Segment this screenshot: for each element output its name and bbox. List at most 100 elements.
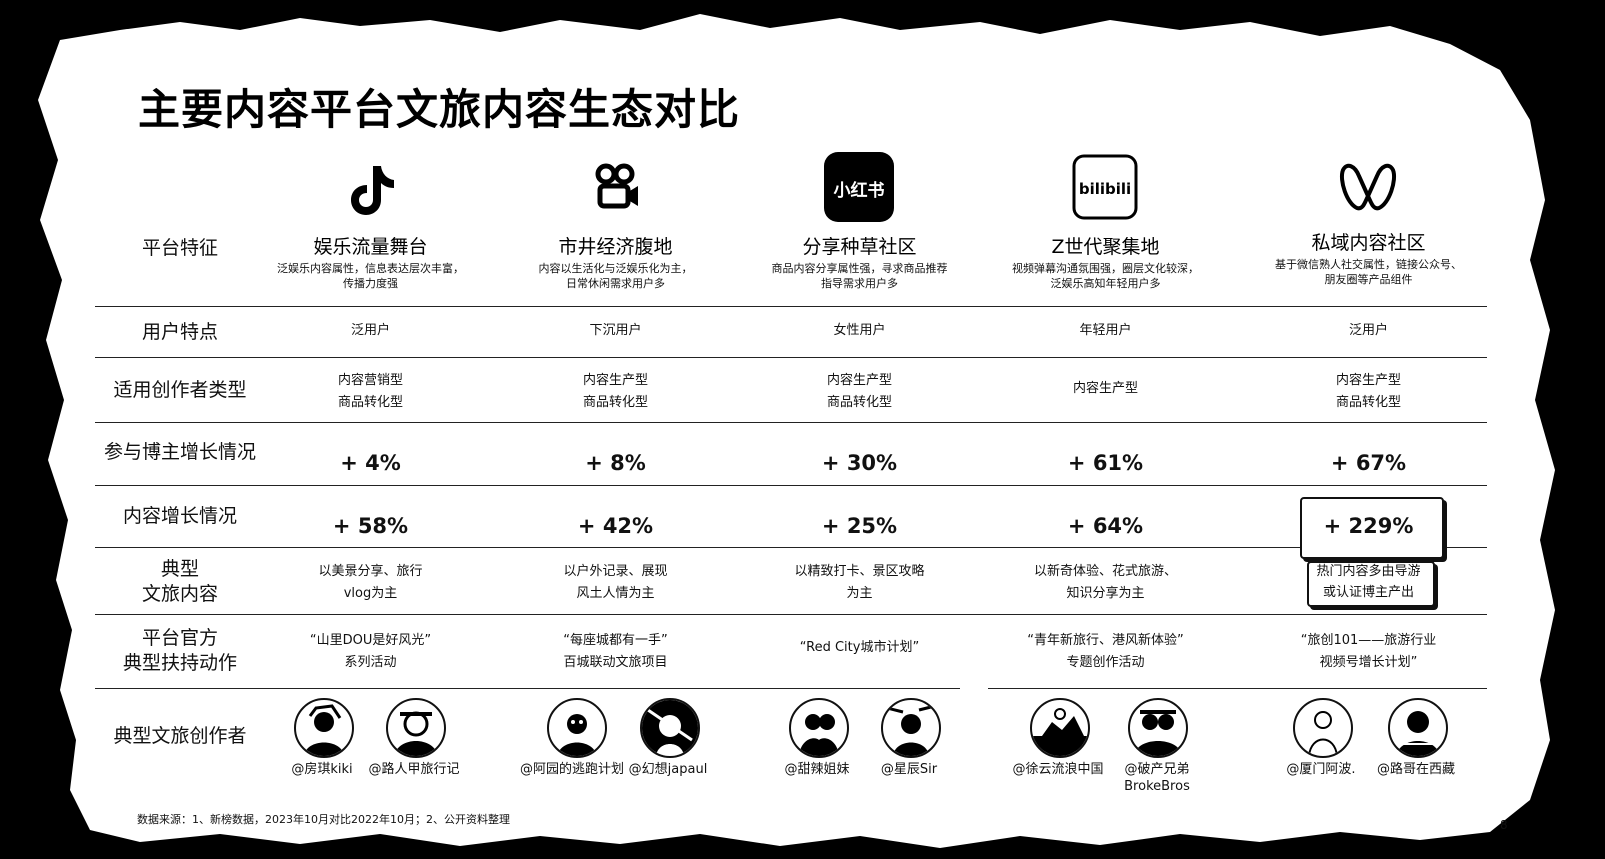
row-label-creator-type: 适用创作者类型 [113,379,247,401]
official-action-line1: “青年新旅行、港风新体验” [1027,633,1184,648]
row-label-official-line1: 平台官方 [141,627,218,649]
platform-desc: 基于微信熟人社交属性，链接公众号、 朋友圈等产品组件 [1246,257,1491,287]
page-number: 8 [1500,818,1508,832]
blogger-growth-value: + 8% [585,451,646,475]
creator-type-cell: 内容生产型 商品转化型 [493,370,738,414]
official-action-line1: “山里DOU是好风光” [309,633,432,648]
typical-content-cell: 以新奇体验、花式旅游、 知识分享为主 [983,561,1228,605]
row-divider [95,357,1487,358]
creator-type-line2: 商品转化型 [1335,395,1401,410]
official-action-cell: “每座城都有一手” 百城联动文旅项目 [493,630,738,674]
creator-name: @房琪kiki [291,762,353,777]
typical-content-line1: 以精致打卡、景区攻略 [794,564,925,579]
creator-name: @星辰Sir [880,762,938,777]
official-action-cell: “山里DOU是好风光” 系列活动 [248,630,493,674]
kuaishou-icon [580,152,650,222]
platform-desc: 泛娱乐内容属性，信息表达层次丰富， 传播力度强 [248,261,493,291]
official-action-cell: “Red City城市计划” [737,637,982,659]
platform-name: 分享种草社区 [802,236,917,258]
creator-avatar [881,698,941,758]
users-cell: 女性用户 [833,323,886,338]
creator-type-cell: 内容生产型 商品转化型 [737,370,982,414]
creator-type-line2: 商品转化型 [826,395,892,410]
official-action-cell: “青年新旅行、港风新体验” 专题创作活动 [983,630,1228,674]
official-action-line2: 视频号增长计划” [1319,655,1418,670]
official-action-line1: “每座城都有一手” [563,633,668,648]
typical-content-line1: 热门内容多由导游 [1316,564,1421,579]
users-cell: 年轻用户 [1079,323,1132,338]
platform-desc-line1: 商品内容分享属性强，寻求商品推荐 [771,262,948,275]
bilibili-icon: bilibili [1070,152,1140,222]
official-action-cell: “旅创101——旅游行业 视频号增长计划” [1246,630,1491,674]
row-label-users: 用户特点 [141,321,218,343]
creator-type-cell: 内容营销型 商品转化型 [248,370,493,414]
platform-desc-line1: 基于微信熟人社交属性，链接公众号、 [1275,258,1462,271]
platform-name: 私域内容社区 [1311,232,1426,254]
creator-name: @幻想japaul [628,762,708,777]
platform-desc: 内容以生活化与泛娱乐化为主， 日常休闲需求用户多 [493,261,738,291]
platform-desc-line1: 内容以生活化与泛娱乐化为主， [538,262,693,275]
platform-desc-line1: 视频弹幕沟通氛围强，圈层文化较深， [1012,262,1199,275]
content-growth-value: + 64% [1067,514,1144,538]
typical-content-line2: 知识分享为主 [1066,586,1145,601]
creator-type-line2: 商品转化型 [582,395,648,410]
row-divider [95,422,1487,423]
content-growth-value: + 229% [1323,514,1414,538]
official-action-line2: 系列活动 [344,655,397,670]
row-label-official-line2: 典型扶持动作 [122,652,237,674]
creator-avatar [789,698,849,758]
typical-content-line1: 以美景分享、旅行 [318,564,423,579]
blogger-growth-value: + 30% [821,451,898,475]
official-action-line1: “Red City城市计划” [799,640,920,655]
creator-name: @徐云流浪中国 [1012,762,1104,777]
creator-type-line1: 内容生产型 [582,373,648,388]
content-growth-value: + 42% [577,514,654,538]
highlight-box [1307,561,1435,607]
typical-content-line2: 为主 [846,586,873,601]
row-label-official: 平台官方 典型扶持动作 [95,626,265,676]
platform-name: 娱乐流量舞台 [313,236,428,258]
typical-content-cell: 热门内容多由导游 或认证博主产出 [1246,561,1491,603]
platform-name: 市井经济腹地 [558,236,673,258]
creator-avatar [640,698,700,758]
platform-name: Z世代聚集地 [1051,236,1160,258]
row-label-platform: 平台特征 [141,237,218,259]
creator-name: @阿园的逃跑计划 [520,762,625,777]
creator-avatar [1128,698,1188,758]
official-action-line1: “旅创101——旅游行业 [1300,633,1437,648]
creator-type-line1: 内容生产型 [1335,373,1401,388]
typical-content-cell: 以精致打卡、景区攻略 为主 [737,561,982,605]
douyin-icon [335,152,405,222]
wechat-channels-icon [1333,152,1403,222]
typical-content-cell: 以户外记录、展现 风土人情为主 [493,561,738,605]
xiaohongshu-icon: 小红书 [824,152,894,222]
platform-desc: 商品内容分享属性强，寻求商品推荐 指导需求用户多 [737,261,982,291]
platform-desc-line2: 指导需求用户多 [821,277,898,290]
typical-content-line1: 以新奇体验、花式旅游、 [1033,564,1177,579]
row-label-typical-content-line1: 典型 [160,558,199,580]
creator-type-line1: 内容生产型 [1072,381,1138,396]
official-action-line2: 专题创作活动 [1066,655,1145,670]
xiaohongshu-logo-text: 小红书 [834,180,885,201]
highlight-box [1300,497,1444,559]
content-growth-value: + 25% [821,514,898,538]
creator-avatar [294,698,354,758]
creator-avatar [1388,698,1448,758]
users-cell: 泛用户 [350,323,390,338]
platform-desc-line2: 泛娱乐高知年轻用户多 [1050,277,1161,290]
data-source-footnote: 数据来源：1、新榜数据，2023年10月对比2022年10月；2、公开资料整理 [137,813,510,826]
page-title: 主要内容平台文旅内容生态对比 [138,85,741,134]
official-action-line2: 百城联动文旅项目 [563,655,668,670]
typical-content-line2: vlog为主 [343,586,398,601]
creator-type-cell: 内容生产型 [983,378,1228,400]
row-label-typical-content-line2: 文旅内容 [141,583,218,605]
typical-content-line2: 或认证博主产出 [1322,585,1414,600]
platform-desc-line1: 泛娱乐内容属性，信息表达层次丰富， [277,262,464,275]
typical-content-line1: 以户外记录、展现 [563,564,668,579]
creator-name: @路人甲旅行记 [368,762,460,777]
creator-type-line1: 内容营销型 [337,373,403,388]
row-label-content-growth: 内容增长情况 [122,505,237,527]
row-divider [95,547,1487,548]
typical-content-cell: 以美景分享、旅行 vlog为主 [248,561,493,605]
creator-avatar [547,698,607,758]
